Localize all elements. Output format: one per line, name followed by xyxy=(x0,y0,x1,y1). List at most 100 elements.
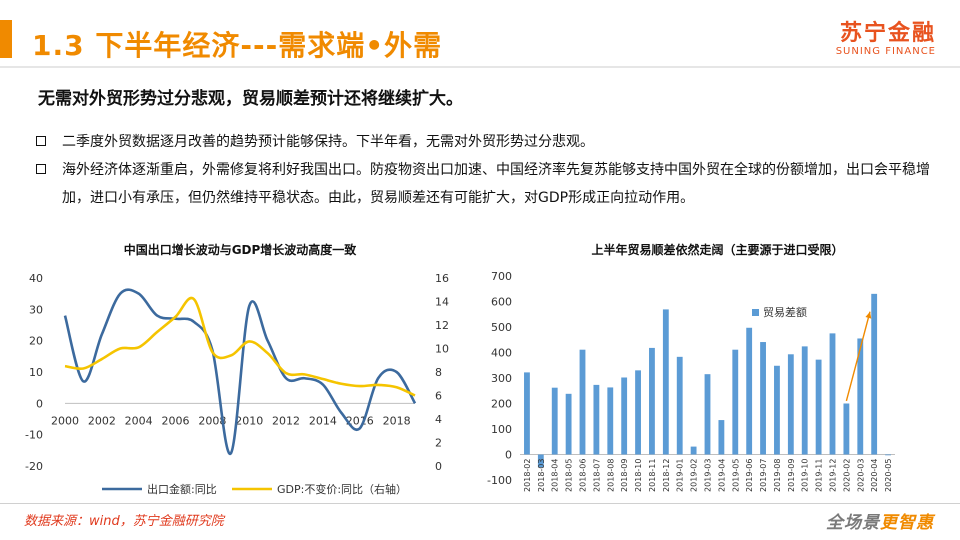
x-tick-label: 2019-02 xyxy=(690,459,699,492)
x-tick-label: 2019-05 xyxy=(731,459,740,492)
x-tick-label: 2010 xyxy=(235,414,263,427)
bar xyxy=(690,446,697,455)
y-tick-label: 0 xyxy=(505,449,512,462)
y-tick-label: 10 xyxy=(29,366,43,379)
bar xyxy=(843,403,850,455)
x-tick-label: 2020-05 xyxy=(884,459,893,492)
bullet-list: 二季度外贸数据逐月改善的趋势预计能够保持。下半年看，无需对外贸形势过分悲观。 海… xyxy=(36,128,936,212)
bar xyxy=(649,347,655,455)
x-tick-label: 2018-04 xyxy=(551,459,560,492)
x-tick-label: 2006 xyxy=(162,414,190,427)
y-tick-label: 400 xyxy=(491,347,512,360)
headline: 无需对外贸形势过分悲观，贸易顺差预计还将继续扩大。 xyxy=(38,89,463,109)
x-tick-label: 2016 xyxy=(346,414,374,427)
bar xyxy=(787,354,794,455)
x-tick-label: 2018-11 xyxy=(648,459,657,492)
title-accent-bar xyxy=(0,20,12,58)
y-tick-label: 700 xyxy=(491,270,512,283)
bar xyxy=(537,454,544,468)
x-tick-label: 2018-08 xyxy=(606,459,615,492)
chart-title: 中国出口增长波动与GDP增长波动高度一致 xyxy=(124,242,358,257)
y2-tick-label: 6 xyxy=(435,390,442,403)
y-tick-label: 200 xyxy=(491,398,512,411)
y-tick-label: -20 xyxy=(25,460,43,473)
y2-tick-label: 12 xyxy=(435,319,449,332)
y-tick-label: 500 xyxy=(491,321,512,334)
bullet-item: 海外经济体逐渐重启，外需修复将利好我国出口。防疫物资出口加速、中国经济率先复苏能… xyxy=(36,156,936,212)
bar xyxy=(524,372,530,455)
y-tick-label: 30 xyxy=(29,303,43,316)
x-tick-label: 2018-12 xyxy=(662,459,671,492)
trend-arrow-head xyxy=(865,311,872,319)
y2-tick-label: 0 xyxy=(435,460,442,473)
bar xyxy=(774,365,780,455)
bar xyxy=(815,359,822,455)
y-tick-label: 600 xyxy=(491,296,512,309)
logo-en-text: SUNING FINANCE xyxy=(835,46,936,57)
bar xyxy=(635,370,641,455)
bullet-item: 二季度外贸数据逐月改善的趋势预计能够保持。下半年看，无需对外贸形势过分悲观。 xyxy=(36,128,936,156)
logo-cn-text: 苏宁金融 xyxy=(839,21,936,46)
y2-tick-label: 10 xyxy=(435,343,449,356)
x-tick-label: 2002 xyxy=(88,414,116,427)
x-tick-label: 2020-04 xyxy=(870,459,879,492)
bullet-text: 二季度外贸数据逐月改善的趋势预计能够保持。下半年看，无需对外贸形势过分悲观。 xyxy=(62,134,594,150)
x-tick-label: 2019-06 xyxy=(745,459,754,492)
line-chart-svg: 中国出口增长波动与GDP增长波动高度一致 -20 -10 0 10 20 30 40 0 2 4 6 8… xyxy=(25,242,449,496)
x-tick-label: 2014 xyxy=(309,414,337,427)
bar xyxy=(829,333,836,455)
bar xyxy=(857,338,864,455)
x-tick-label: 2020-02 xyxy=(842,459,851,492)
y-tick-label: 40 xyxy=(29,272,43,285)
x-tick-label: 2004 xyxy=(125,414,153,427)
x-tick-label: 2018-09 xyxy=(620,459,629,492)
bar xyxy=(801,346,808,455)
title-bar: 1.3 下半年经济---需求端•外需 苏宁金融 SUNING FINANCE xyxy=(0,8,960,66)
slogan-part-a: 全场景 xyxy=(826,513,880,533)
footer-divider xyxy=(0,503,960,504)
bar xyxy=(746,327,753,455)
x-tick-label: 2019-08 xyxy=(773,459,782,492)
legend-export-label: 出口金额:同比 xyxy=(147,482,217,496)
x-tick-label: 2018-06 xyxy=(579,459,588,492)
x-tick-label: 2008 xyxy=(198,414,226,427)
x-tick-label: 2019-09 xyxy=(787,459,796,492)
legend-gdp-label: GDP:不变价:同比（右轴） xyxy=(277,482,407,496)
brand-logo: 苏宁金融 SUNING FINANCE xyxy=(835,21,936,58)
y2-tick-label: 14 xyxy=(435,296,449,309)
bullet-text: 海外经济体逐渐重启，外需修复将利好我国出口。防疫物资出口加速、中国经济率先复苏能… xyxy=(62,162,930,206)
trade-balance-bar-chart: 上半年贸易顺差依然走阔（主要源于进口受限） -100 0 100 200 300 400 50… xyxy=(480,234,940,502)
bar xyxy=(621,377,628,455)
bar xyxy=(885,454,891,456)
y2-tick-label: 2 xyxy=(435,437,442,450)
legend-swatch xyxy=(752,309,759,316)
y2-tick-label: 8 xyxy=(435,366,442,379)
y-tick-label: 0 xyxy=(36,397,43,410)
chart-title: 上半年贸易顺差依然走阔（主要源于进口受限） xyxy=(591,242,843,257)
y2-tick-label: 4 xyxy=(435,413,442,426)
bar xyxy=(565,393,572,455)
x-tick-label: 2018-02 xyxy=(523,459,532,492)
y-tick-label: 300 xyxy=(491,372,512,385)
y-tick-label: 20 xyxy=(29,335,43,348)
gdp-yoy-line xyxy=(64,296,416,397)
x-tick-label: 2020-03 xyxy=(856,459,865,492)
x-tick-label: 2019-04 xyxy=(717,459,726,492)
x-tick-label: 2018-03 xyxy=(537,459,546,492)
x-tick-label: 2019-10 xyxy=(801,459,810,492)
x-tick-label: 2019-01 xyxy=(676,459,685,492)
checkbox-bullet-icon xyxy=(36,136,46,146)
bar xyxy=(551,387,558,455)
bar xyxy=(871,293,878,455)
export-yoy-line xyxy=(63,288,417,455)
y-tick-label: 100 xyxy=(491,423,512,436)
x-tick-label: 2000 xyxy=(51,414,79,427)
bar xyxy=(760,342,766,455)
bar xyxy=(607,387,614,455)
checkbox-bullet-icon xyxy=(36,164,46,174)
y-tick-label: -100 xyxy=(487,474,512,487)
bar xyxy=(676,356,683,455)
x-tick-label: 2012 xyxy=(272,414,300,427)
trend-arrow-line xyxy=(845,311,871,402)
x-tick-label: 2019-12 xyxy=(829,459,838,492)
